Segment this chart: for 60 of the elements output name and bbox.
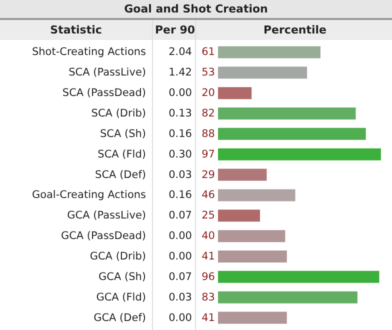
y-tick-label: SCA (PassDead) (62, 87, 146, 100)
bar (218, 108, 356, 120)
y-tick-label: GCA (Drib) (90, 250, 146, 262)
bar (218, 148, 381, 160)
y-tick-label: SCA (Sh) (100, 128, 146, 140)
y-tick-label: SCA (Fld) (98, 148, 146, 160)
bar (218, 128, 366, 140)
bar (218, 291, 358, 304)
text: 0.00 (168, 87, 192, 100)
data-label: 88 (202, 128, 215, 140)
bar (218, 46, 320, 58)
text: 0.16 (168, 189, 192, 202)
bar (218, 168, 267, 181)
text: 0.07 (168, 270, 192, 283)
data-label: 53 (202, 66, 215, 79)
text: Per 90 (154, 24, 196, 36)
text: 1.42 (168, 66, 192, 79)
x-axis-title: Percentile (263, 24, 327, 36)
bar (218, 312, 287, 324)
text: 0.00 (168, 230, 192, 242)
y-tick-label: GCA (Def) (94, 312, 146, 324)
data-label: 96 (202, 270, 216, 283)
y-tick-label: GCA (PassLive) (67, 210, 146, 222)
y-axis-title: Statistic (50, 24, 102, 36)
text: 0.13 (168, 108, 192, 120)
y-tick-label: Shot-Creating Actions (32, 46, 146, 58)
bar (218, 189, 296, 202)
data-label: 83 (202, 291, 215, 304)
y-tick-label: Goal-Creating Actions (32, 189, 146, 202)
y-tick-label: SCA (Def) (95, 168, 146, 181)
y-tick-label: SCA (Drib) (91, 108, 146, 120)
text: 0.03 (168, 291, 192, 304)
data-label: 20 (202, 87, 215, 100)
bar (218, 210, 260, 222)
y-tick-label: GCA (PassDead) (60, 230, 146, 242)
text: 0.03 (168, 168, 192, 181)
text: 0.00 (168, 312, 192, 324)
data-label: 29 (202, 168, 215, 181)
bar (218, 270, 380, 283)
text: 0.30 (168, 148, 192, 160)
y-tick-label: GCA (Sh) (98, 270, 146, 283)
bar (218, 230, 286, 242)
chart-title: Goal and Shot Creation (124, 2, 268, 16)
data-label: 25 (202, 210, 215, 222)
data-label: 97 (202, 148, 215, 160)
y-tick-label: SCA (PassLive) (68, 66, 146, 79)
y-tick-label: GCA (Fld) (96, 291, 146, 304)
data-label: 41 (202, 312, 215, 324)
data-label: 46 (202, 189, 216, 202)
bar (218, 250, 287, 262)
data-label: 61 (202, 46, 215, 58)
text: 0.16 (168, 128, 192, 140)
bar (218, 66, 308, 79)
text: 0.07 (168, 210, 192, 222)
data-label: 41 (202, 250, 215, 262)
bar (218, 87, 252, 100)
data-label: 40 (202, 230, 215, 242)
data-label: 82 (202, 108, 215, 120)
text: 2.04 (168, 46, 192, 58)
text: 0.00 (168, 250, 192, 262)
